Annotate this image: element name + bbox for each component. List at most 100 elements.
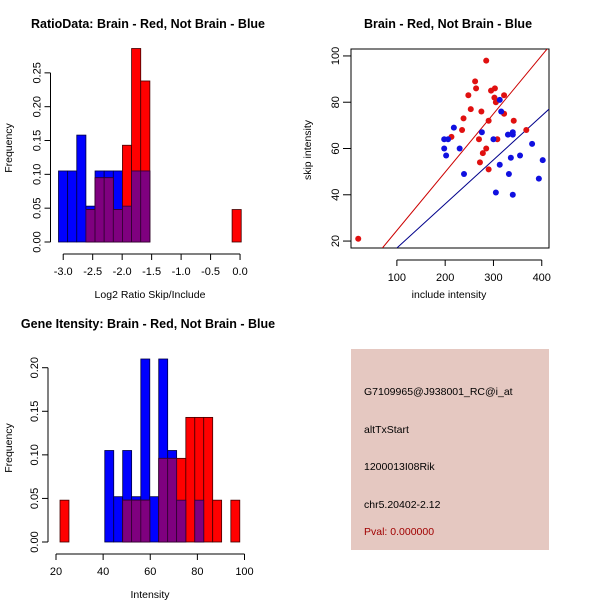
point-not-brain [496, 96, 503, 103]
y-tick-label: 0.00 [32, 231, 44, 252]
point-not-brain [450, 124, 457, 131]
y-tick-label: 0.20 [29, 357, 41, 378]
y-tick-label: 0.15 [32, 130, 44, 151]
y-tick-label: 0.05 [32, 197, 44, 218]
point-not-brain [507, 154, 514, 161]
bar-overlap [140, 499, 151, 543]
y-tick-label: 80 [330, 96, 342, 108]
bar-overlap [167, 457, 178, 543]
point-brain [459, 126, 466, 133]
bar-overlap [94, 177, 105, 243]
point-not-brain [492, 189, 499, 196]
bar-brain [230, 499, 241, 543]
point-brain [460, 115, 467, 122]
bar-brain [212, 499, 223, 543]
bar-overlap [122, 205, 132, 243]
x-tick-label: 60 [144, 566, 156, 578]
y-tick-label: 0.05 [29, 488, 41, 509]
y-axis-label: Frequency [3, 122, 15, 172]
ratio-histogram: RatioData: Brain - Red, Not Brain - Blue… [3, 17, 265, 301]
point-brain [501, 92, 508, 99]
y-tick-label: 0.25 [32, 62, 44, 83]
intensity-scatter: Brain - Red, Not Brain - Blue 100 200 300 4… [302, 17, 551, 301]
point-brain [483, 57, 490, 64]
chart-title: Brain - Red, Not Brain - Blue [364, 17, 532, 31]
point-not-brain [535, 175, 542, 182]
point-brain [476, 159, 483, 166]
point-brain [465, 92, 472, 99]
point-brain [485, 117, 492, 124]
bar-not-brain [67, 170, 78, 243]
gene-intensity-histogram: Gene Itensity: Brain - Red, Not Brain - … [3, 317, 275, 600]
bar-overlap [158, 457, 169, 543]
point-brain [491, 94, 498, 101]
x-tick-label: 300 [484, 272, 502, 284]
y-tick-label: 100 [330, 47, 342, 65]
gene-name: 1200013I08Rik [364, 461, 435, 473]
point-not-brain [456, 145, 463, 152]
p-value: Pval: 0.000000 [364, 526, 435, 538]
brain-fit-line [382, 49, 548, 248]
bar-overlap [131, 499, 142, 543]
genomic-location: chr5.20402-2.12 [364, 499, 441, 511]
point-not-brain [539, 157, 546, 164]
point-brain [478, 108, 485, 115]
bar-overlap [194, 499, 205, 543]
x-tick-label: -0.5 [201, 266, 220, 278]
x-tick-label: -2.5 [83, 266, 102, 278]
y-tick-label: 0.10 [32, 164, 44, 185]
point-brain [355, 235, 362, 242]
probe-id: G7109965@J938001_RC@i_at [364, 386, 513, 398]
point-brain [479, 150, 486, 157]
point-not-brain [517, 152, 524, 159]
y-tick-label: 0.20 [32, 96, 44, 117]
point-brain [485, 166, 492, 173]
point-not-brain [478, 129, 485, 136]
chart-title: Gene Itensity: Brain - Red, Not Brain - … [21, 317, 275, 331]
bar-overlap [103, 177, 114, 243]
point-brain [523, 126, 530, 133]
point-not-brain [509, 131, 516, 138]
x-tick-label: -1.5 [142, 266, 161, 278]
x-tick-label: 0.0 [232, 266, 247, 278]
x-tick-label: -1.0 [172, 266, 191, 278]
plot-box [350, 48, 550, 249]
bar-brain [59, 499, 70, 543]
point-not-brain [461, 170, 468, 177]
point-not-brain [496, 161, 503, 168]
bar-brain [203, 416, 214, 543]
x-tick-label: 400 [533, 272, 551, 284]
x-tick-label: -2.0 [113, 266, 132, 278]
bar-brain [231, 209, 242, 243]
y-tick-label: 0.00 [29, 531, 41, 552]
chart-title: RatioData: Brain - Red, Not Brain - Blue [31, 17, 265, 31]
point-brain [491, 85, 498, 92]
bar-overlap [140, 170, 151, 243]
x-tick-label: 100 [235, 566, 253, 578]
point-brain [475, 136, 482, 143]
bar-not-brain [76, 134, 87, 243]
not-brain-fit-line [396, 108, 549, 248]
x-tick-label: 40 [97, 566, 109, 578]
point-not-brain [441, 145, 448, 152]
point-not-brain [504, 131, 511, 138]
point-not-brain [509, 191, 516, 198]
bar-overlap [85, 209, 96, 243]
y-axis-label: Frequency [3, 422, 15, 472]
bar-not-brain [113, 496, 124, 543]
point-brain [510, 117, 517, 124]
bar-overlap [176, 499, 187, 543]
x-tick-label: 80 [191, 566, 203, 578]
point-brain [483, 145, 490, 152]
point-brain [467, 106, 474, 113]
point-brain [472, 78, 479, 85]
y-axis-label: skip intensity [302, 119, 314, 180]
bar-overlap [131, 170, 142, 243]
event-type: altTxStart [364, 424, 409, 436]
bar-not-brain [149, 496, 160, 543]
point-not-brain [490, 136, 497, 143]
y-tick-label: 40 [330, 189, 342, 201]
x-tick-label: 20 [50, 566, 62, 578]
bar-brain [185, 416, 196, 543]
